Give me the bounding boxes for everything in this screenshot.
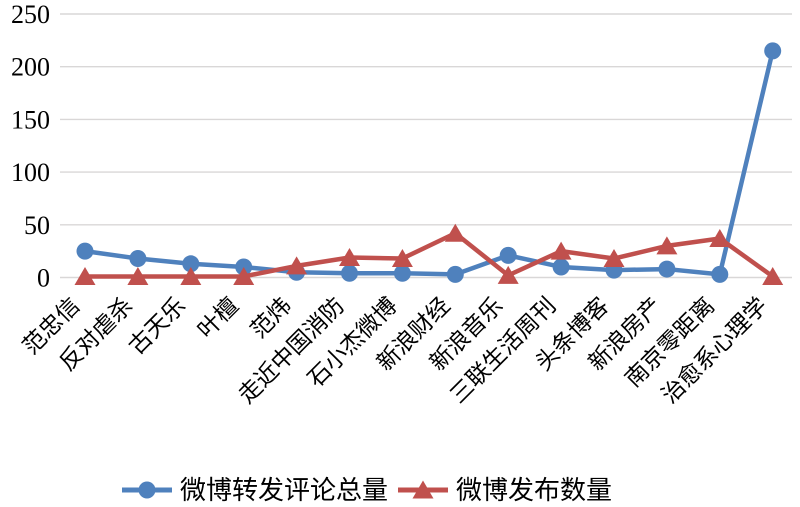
y-axis-tick-label: 100 <box>11 158 50 187</box>
y-axis-tick-label: 0 <box>37 264 50 293</box>
data-point-triangle <box>709 229 731 248</box>
x-axis-label: 古天乐 <box>124 293 190 359</box>
data-point-circle <box>711 265 729 283</box>
data-point-circle <box>499 246 517 264</box>
data-point-circle <box>129 250 147 268</box>
series-line-1 <box>82 48 775 277</box>
y-axis-tick-label: 150 <box>11 105 50 134</box>
data-point-triangle <box>550 241 572 260</box>
legend-marker-circle <box>138 481 156 499</box>
data-point-triangle <box>286 256 308 275</box>
data-point-triangle <box>391 249 413 268</box>
data-point-triangle <box>74 266 96 285</box>
legend-marker-triangle <box>412 480 434 499</box>
legend-label: 微博发布数量 <box>456 476 612 505</box>
data-point-circle <box>552 258 570 276</box>
data-point-triangle <box>656 236 678 255</box>
data-point-circle <box>76 242 94 260</box>
y-axis-tick-label: 200 <box>11 53 50 82</box>
data-point-triangle <box>603 249 625 268</box>
data-point-triangle <box>233 266 255 285</box>
y-axis-tick-label: 50 <box>24 211 50 240</box>
series-line-2 <box>82 230 775 279</box>
legend-item: 微博发布数量 <box>398 476 612 505</box>
legend-item: 微博转发评论总量 <box>122 476 388 505</box>
x-axis-label: 叶檀 <box>193 293 243 343</box>
data-point-triangle <box>180 266 202 285</box>
data-point-triangle <box>497 265 519 284</box>
y-axis-tick-label: 250 <box>11 0 50 29</box>
data-point-circle <box>182 255 200 273</box>
data-point-circle <box>341 264 358 282</box>
data-point-circle <box>446 265 464 283</box>
data-point-circle <box>764 42 782 60</box>
data-point-triangle <box>444 223 466 242</box>
data-point-circle <box>393 264 411 282</box>
data-point-circle <box>658 260 676 278</box>
legend-label: 微博转发评论总量 <box>180 476 388 505</box>
data-point-triangle <box>339 247 360 266</box>
data-point-triangle <box>127 266 149 285</box>
data-point-triangle <box>762 266 784 285</box>
